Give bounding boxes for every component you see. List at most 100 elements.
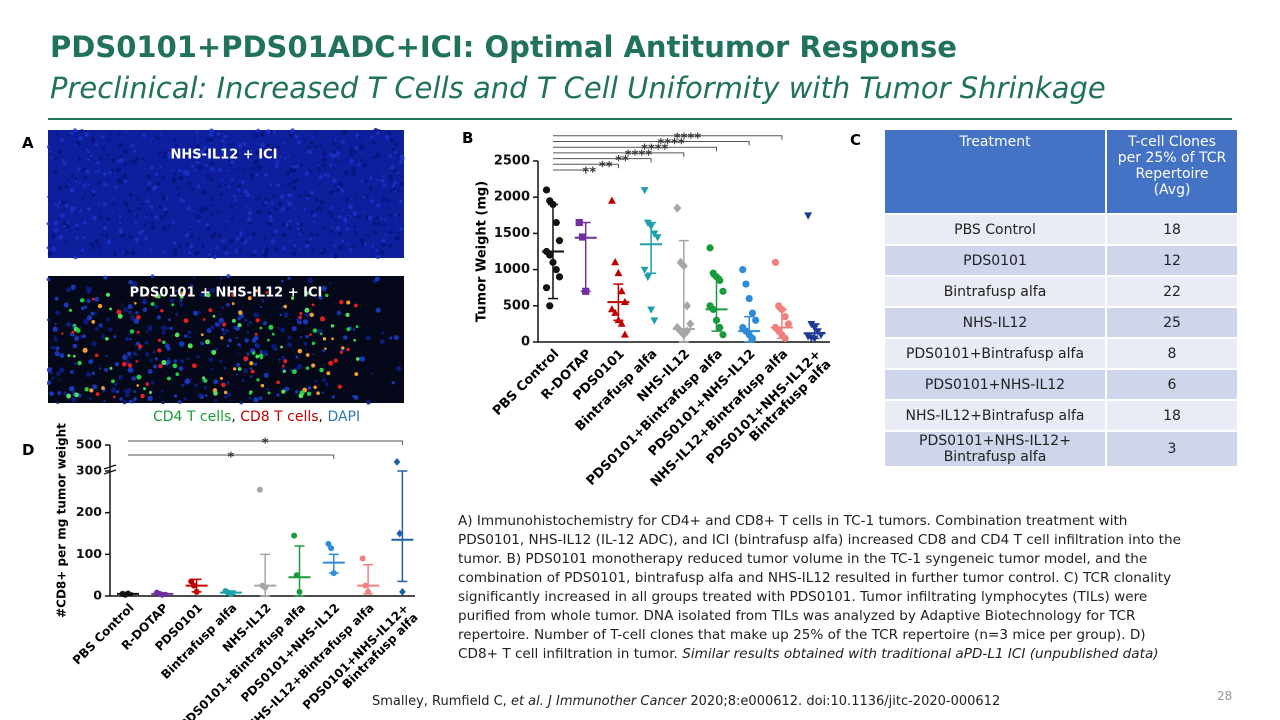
table-cell: 8 (1107, 339, 1237, 368)
dapi-dot (394, 213, 398, 217)
data-point (673, 203, 682, 213)
dapi-dot (101, 336, 105, 340)
dapi-dot (201, 154, 205, 158)
dapi-dot (193, 310, 198, 316)
dapi-dot (296, 139, 302, 145)
dapi-dot (83, 318, 89, 325)
dapi-dot (175, 186, 179, 190)
cell-dot (134, 301, 137, 305)
table-row: PDS0101+NHS-IL12 6 (885, 370, 1237, 399)
dapi-dot (133, 390, 137, 394)
dapi-dot (175, 289, 178, 293)
dapi-dot (86, 315, 93, 321)
dapi-dot (181, 366, 184, 369)
cell-dot (260, 383, 265, 388)
dapi-dot (160, 214, 165, 220)
dapi-dot (78, 209, 83, 213)
dapi-dot (112, 196, 116, 199)
dapi-dot (286, 342, 293, 348)
dapi-dot (315, 209, 319, 212)
dapi-dot (289, 239, 292, 242)
data-point (399, 587, 406, 596)
dapi-dot (135, 311, 139, 315)
cell-dot (112, 395, 116, 399)
dapi-dot (378, 129, 381, 132)
dapi-dot (270, 239, 276, 245)
cell-dot (146, 294, 149, 297)
dapi-dot (303, 138, 307, 141)
cell-dot (109, 307, 112, 311)
dapi-dot (71, 397, 77, 403)
dapi-dot (147, 369, 153, 374)
dapi-dot (253, 362, 258, 366)
dapi-dot (384, 134, 390, 139)
dapi-dot (124, 250, 129, 256)
dapi-dot (66, 224, 70, 229)
dapi-dot (247, 210, 253, 216)
cell-dot (354, 372, 359, 376)
citation-authors: Smalley, Rumfield C, (372, 694, 507, 709)
caption-text: CD8+ T cell infiltration in tumor. (458, 646, 678, 662)
dapi-dot (229, 238, 235, 244)
dapi-dot (291, 251, 297, 257)
dapi-dot (396, 189, 400, 193)
cell-dot (322, 337, 327, 341)
dapi-dot (239, 231, 243, 235)
dapi-dot (200, 193, 203, 196)
dapi-dot (102, 225, 108, 231)
dapi-dot (296, 363, 303, 370)
dapi-dot (113, 335, 117, 339)
dapi-dot (274, 247, 279, 252)
cell-dot (311, 363, 316, 368)
table-cell: PDS0101+NHS-IL12 (885, 370, 1105, 399)
table-cell: Bintrafusp alfa (885, 277, 1105, 306)
dapi-dot (230, 154, 235, 159)
dapi-dot (46, 277, 51, 282)
dapi-dot (132, 159, 138, 164)
dapi-dot (108, 132, 112, 136)
cell-dot (129, 329, 135, 334)
dapi-dot (359, 356, 366, 362)
dapi-dot (311, 248, 315, 252)
dapi-dot (104, 233, 109, 238)
dapi-dot (210, 234, 216, 240)
dapi-dot (94, 239, 100, 245)
dapi-dot (248, 237, 252, 240)
dapi-dot (133, 287, 139, 293)
dapi-dot (259, 209, 263, 214)
dapi-dot (173, 241, 177, 245)
dapi-dot (208, 252, 212, 257)
dapi-dot (253, 159, 259, 165)
dapi-dot (154, 215, 159, 220)
dapi-dot (203, 206, 208, 211)
caption-note: Similar results obtained with traditiona… (682, 646, 1159, 662)
dapi-dot (275, 159, 280, 164)
dapi-dot (299, 163, 303, 168)
dapi-dot (206, 327, 212, 334)
dapi-dot (226, 169, 230, 173)
cell-dot (135, 360, 139, 363)
dapi-dot (221, 306, 224, 310)
dapi-dot (94, 143, 98, 147)
dapi-dot (343, 216, 348, 222)
dapi-dot (329, 254, 332, 257)
dapi-dot (235, 236, 240, 241)
dapi-dot (159, 166, 163, 169)
dapi-dot (331, 395, 335, 399)
dapi-dot (73, 128, 77, 133)
dapi-dot (187, 330, 192, 335)
dapi-dot (387, 243, 392, 248)
dapi-dot (234, 198, 237, 202)
dapi-dot (245, 205, 248, 208)
data-point (650, 317, 659, 325)
dapi-dot (365, 335, 371, 341)
cell-dot (267, 338, 270, 342)
dapi-dot (366, 233, 370, 237)
dapi-dot (347, 204, 353, 210)
dapi-dot (334, 185, 337, 188)
dapi-dot (394, 236, 398, 240)
cell-dot (259, 356, 263, 360)
dapi-dot (189, 233, 195, 239)
panel-label: C (850, 131, 862, 149)
dapi-dot (232, 194, 236, 198)
